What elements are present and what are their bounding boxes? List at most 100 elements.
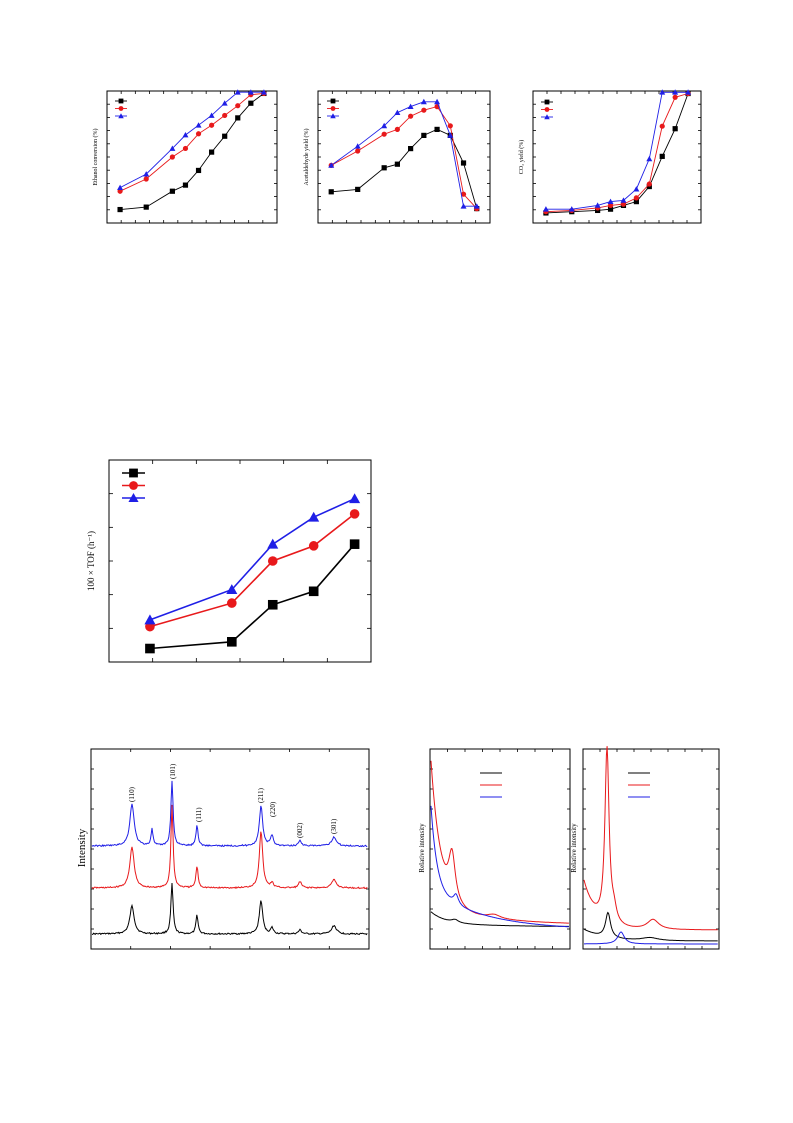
- ethanol-series-line-blue: [119, 91, 264, 188]
- ethanol-series-line-red: [119, 92, 264, 192]
- ethanol-data-point: [248, 100, 254, 106]
- tof-data-point: [308, 511, 320, 522]
- tof-data-point: [308, 541, 319, 551]
- co2-data-point: [659, 89, 666, 95]
- tpr-left-ticks: [430, 749, 570, 949]
- tof-data-point: [349, 509, 360, 519]
- tof-chart: 100 × TOF (h⁻¹): [86, 459, 372, 663]
- ethanol-y-axis-label: Ethanol conversion (%): [92, 129, 99, 186]
- co2-data-point: [685, 89, 692, 95]
- ethanol-plot-frame: [106, 90, 278, 224]
- co2-series-line-blue: [545, 91, 689, 210]
- acetaldehyde-data-point: [408, 146, 414, 152]
- xrd-y-axis-label: Intensity: [76, 828, 88, 867]
- tof-data-point: [144, 614, 156, 625]
- co2-legend-marker-black: [544, 99, 550, 105]
- co2-data-point: [672, 94, 678, 100]
- acetaldehyde-data-point: [394, 126, 400, 132]
- ethanol-data-point: [260, 89, 267, 95]
- tof-data-point: [349, 539, 360, 549]
- ethanol-data-point: [209, 122, 215, 128]
- tof-y-axis-label: 100 × TOF (h⁻¹): [86, 531, 96, 591]
- acetaldehyde-y-axis-label: Acetaldehyde yield (%): [303, 129, 310, 186]
- tpr-left-curve-black: [430, 911, 569, 927]
- tpr-right-legend: [628, 772, 650, 798]
- ethanol-data-point: [195, 167, 202, 174]
- tof-ticks: [109, 460, 371, 662]
- tpr-right-ticks: [583, 749, 719, 949]
- tof-legend: [122, 468, 145, 503]
- ethanol-ticks: [107, 91, 277, 223]
- xrd-ticks: [91, 749, 369, 949]
- co2-data-point: [633, 186, 640, 192]
- acetaldehyde-data-point: [460, 160, 467, 166]
- acetaldehyde-data-point: [381, 122, 388, 129]
- xrd-peak-label: (110): [128, 786, 136, 802]
- co2-data-point: [607, 198, 614, 205]
- tpr-left-curve-red: [430, 760, 569, 924]
- acetaldehyde-data-point: [407, 103, 414, 109]
- xrd-peak-labels: (110) (101) (111) (211) (220) (002) (301…: [128, 763, 338, 838]
- tpr-right-chart: Relative intensity: [570, 746, 720, 950]
- co2-data-point: [633, 195, 639, 201]
- tpr-right-y-axis-label: Relative intensity: [570, 823, 578, 873]
- ethanol-data-point: [234, 89, 241, 95]
- acetaldehyde-data-point: [381, 165, 387, 171]
- xrd-pattern-black: [92, 882, 368, 936]
- acetaldehyde-data-point: [394, 109, 401, 115]
- tof-legend-marker-black: [129, 468, 138, 478]
- acetaldehyde-data-point: [354, 143, 361, 149]
- ethanol-legend-marker-blue: [118, 113, 124, 119]
- tof-legend-marker-blue: [128, 492, 139, 503]
- xrd-pattern-blue: [91, 780, 368, 848]
- acetaldehyde-data-point: [447, 123, 453, 129]
- ethanol-data-point: [169, 154, 175, 160]
- ethanol-data-point: [195, 131, 202, 137]
- tpr-left-legend: [480, 772, 502, 798]
- acetaldehyde-series-line-black: [331, 128, 478, 209]
- tpr-left-chart: Relative intensity: [418, 748, 571, 950]
- co2-data-point: [646, 181, 652, 187]
- tpr-right-curves: [583, 746, 718, 945]
- acetaldehyde-data-point: [460, 203, 467, 209]
- xrd-peak-label: (111): [195, 807, 203, 822]
- ethanol-data-point: [182, 145, 189, 152]
- acetaldehyde-data-point: [355, 148, 361, 154]
- tof-plot-frame: [108, 459, 372, 663]
- ethanol-conversion-chart: Ethanol conversion (%): [92, 89, 278, 224]
- ethanol-data-point: [143, 176, 149, 182]
- acetaldehyde-data-point: [434, 126, 440, 132]
- acetaldehyde-data-point: [394, 161, 400, 167]
- ethanol-data-point: [208, 112, 215, 118]
- tpr-left-y-axis-label: Relative intensity: [418, 823, 426, 873]
- acetaldehyde-data-point: [473, 203, 480, 209]
- xrd-pattern-red: [91, 804, 368, 890]
- co2-data-point: [672, 126, 678, 132]
- co2-data-point: [633, 199, 639, 205]
- tof-series-line-black: [149, 543, 356, 650]
- tof-data-point: [226, 584, 238, 595]
- tof-series: [144, 493, 361, 654]
- co2-data-point: [672, 89, 679, 95]
- tpr-right-curve-black: [583, 911, 718, 942]
- tpr-left-curve-blue: [430, 805, 569, 928]
- acetaldehyde-data-point: [421, 107, 427, 113]
- ethanol-data-point: [221, 100, 228, 106]
- co2-data-point: [620, 197, 627, 203]
- co2-data-point: [568, 206, 575, 212]
- co2-data-point: [659, 123, 665, 129]
- co2-series-line-red: [545, 93, 689, 213]
- co2-ticks: [533, 91, 701, 223]
- tof-data-point: [145, 643, 155, 654]
- ethanol-data-point: [209, 149, 215, 155]
- tof-series-line-red: [149, 513, 356, 628]
- acetaldehyde-yield-chart: Acetaldehyde yield (%): [303, 90, 491, 224]
- co2-y-axis-label: CO₂ yield (%): [518, 140, 525, 174]
- co2-series-line-black: [545, 93, 689, 214]
- ethanol-data-point: [143, 204, 149, 210]
- acetaldehyde-data-point: [420, 98, 427, 105]
- ethanol-legend: [115, 98, 127, 119]
- ethanol-legend-marker-red: [118, 106, 124, 111]
- co2-data-point: [594, 202, 601, 208]
